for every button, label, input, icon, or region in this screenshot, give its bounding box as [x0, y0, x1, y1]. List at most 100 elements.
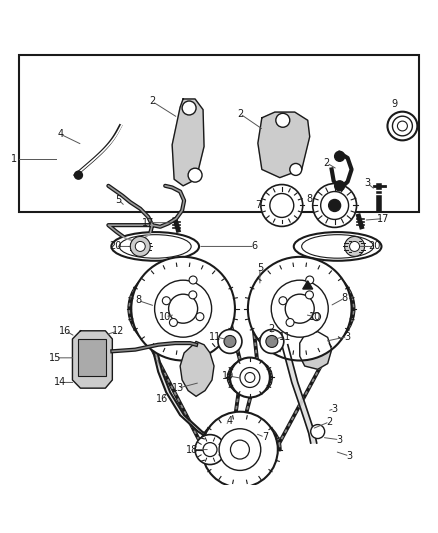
Circle shape — [170, 319, 177, 327]
Circle shape — [219, 429, 261, 471]
Text: 1: 1 — [11, 154, 17, 164]
Circle shape — [306, 276, 314, 284]
Circle shape — [169, 294, 198, 323]
Circle shape — [350, 241, 360, 252]
Ellipse shape — [294, 232, 381, 261]
Text: 13: 13 — [172, 383, 184, 393]
Circle shape — [230, 358, 270, 398]
Text: 20: 20 — [109, 241, 121, 252]
Text: 8: 8 — [307, 194, 313, 204]
Text: 9: 9 — [392, 99, 398, 109]
Text: 3: 3 — [336, 435, 343, 445]
Circle shape — [130, 237, 150, 256]
Circle shape — [313, 313, 321, 321]
Text: 20: 20 — [368, 241, 381, 252]
Circle shape — [335, 151, 345, 161]
Circle shape — [335, 181, 345, 191]
Text: 3: 3 — [345, 332, 351, 342]
Text: 16: 16 — [156, 394, 168, 404]
Circle shape — [218, 329, 242, 353]
Circle shape — [189, 291, 197, 299]
Text: 11: 11 — [279, 332, 291, 342]
Circle shape — [240, 368, 260, 387]
Text: 2: 2 — [324, 158, 330, 168]
Text: 14: 14 — [54, 377, 67, 387]
Text: 2: 2 — [326, 417, 333, 427]
Text: 3: 3 — [346, 451, 353, 461]
Text: 7: 7 — [255, 200, 261, 211]
Text: 16: 16 — [60, 326, 72, 336]
Circle shape — [188, 168, 202, 182]
Circle shape — [135, 241, 145, 252]
Ellipse shape — [111, 232, 199, 261]
Circle shape — [276, 114, 290, 127]
Text: 10: 10 — [308, 312, 321, 322]
Circle shape — [313, 183, 357, 228]
Text: 12: 12 — [112, 326, 124, 336]
Polygon shape — [72, 331, 112, 388]
Text: 3: 3 — [332, 403, 338, 414]
Polygon shape — [303, 281, 313, 289]
Circle shape — [189, 276, 197, 284]
Polygon shape — [282, 345, 317, 443]
Text: 15: 15 — [49, 353, 62, 363]
Bar — [78, 339, 106, 376]
Text: 8: 8 — [135, 295, 141, 305]
Text: 17: 17 — [377, 214, 390, 223]
Polygon shape — [153, 351, 244, 453]
Text: 19: 19 — [222, 371, 234, 381]
Circle shape — [248, 257, 352, 360]
Circle shape — [305, 291, 314, 299]
Circle shape — [279, 297, 287, 305]
Circle shape — [311, 425, 325, 439]
Circle shape — [286, 319, 294, 327]
Circle shape — [328, 199, 341, 212]
Circle shape — [245, 373, 255, 383]
Circle shape — [285, 294, 314, 323]
Text: 7: 7 — [262, 432, 268, 442]
Text: 17: 17 — [142, 217, 155, 228]
Polygon shape — [180, 342, 214, 397]
Text: 5: 5 — [115, 195, 121, 205]
Circle shape — [202, 411, 278, 488]
Circle shape — [270, 193, 294, 217]
Ellipse shape — [119, 235, 191, 258]
Circle shape — [345, 237, 364, 256]
Circle shape — [203, 442, 217, 457]
Circle shape — [260, 329, 284, 353]
Text: 2: 2 — [268, 324, 275, 334]
Circle shape — [271, 280, 328, 337]
Text: 11: 11 — [209, 332, 221, 342]
Circle shape — [155, 280, 212, 337]
Circle shape — [224, 335, 236, 348]
Text: 10: 10 — [159, 312, 171, 322]
Ellipse shape — [392, 116, 413, 136]
Circle shape — [195, 434, 225, 465]
Circle shape — [182, 101, 196, 115]
Circle shape — [162, 297, 170, 305]
Circle shape — [230, 440, 249, 459]
Ellipse shape — [388, 112, 417, 140]
Polygon shape — [258, 112, 310, 177]
Text: 5: 5 — [257, 263, 263, 273]
Circle shape — [261, 184, 303, 227]
Text: 2: 2 — [237, 109, 243, 119]
Polygon shape — [300, 332, 332, 369]
Text: 8: 8 — [342, 293, 348, 303]
Circle shape — [131, 257, 235, 360]
Text: 3: 3 — [364, 179, 371, 188]
Text: 4: 4 — [227, 416, 233, 426]
Text: 4: 4 — [57, 129, 64, 139]
Polygon shape — [172, 99, 204, 186]
Circle shape — [74, 171, 82, 179]
Text: 18: 18 — [186, 445, 198, 455]
Ellipse shape — [397, 121, 407, 131]
Circle shape — [196, 313, 204, 321]
Ellipse shape — [302, 235, 374, 258]
Circle shape — [290, 164, 302, 175]
Text: 6: 6 — [252, 241, 258, 252]
Bar — [19, 55, 419, 212]
Circle shape — [266, 335, 278, 348]
Circle shape — [321, 191, 349, 220]
Text: 2: 2 — [149, 96, 155, 107]
